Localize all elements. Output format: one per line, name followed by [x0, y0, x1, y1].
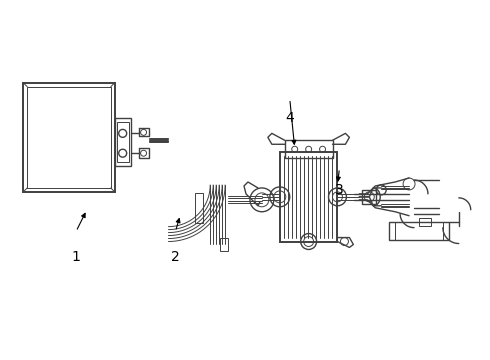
Bar: [27, 87, 111, 188]
Bar: [220, 238, 228, 251]
Bar: [419, 218, 431, 226]
Bar: [389, 222, 449, 239]
Text: 2: 2: [171, 251, 180, 264]
Bar: [196, 193, 203, 223]
Text: 3: 3: [335, 183, 344, 197]
Bar: [285, 140, 333, 158]
Bar: [23, 83, 115, 192]
Bar: [117, 122, 129, 162]
Bar: [115, 118, 131, 166]
Text: 4: 4: [285, 112, 294, 126]
Bar: [280, 152, 338, 242]
Bar: [362, 190, 376, 204]
Text: 1: 1: [72, 251, 80, 264]
